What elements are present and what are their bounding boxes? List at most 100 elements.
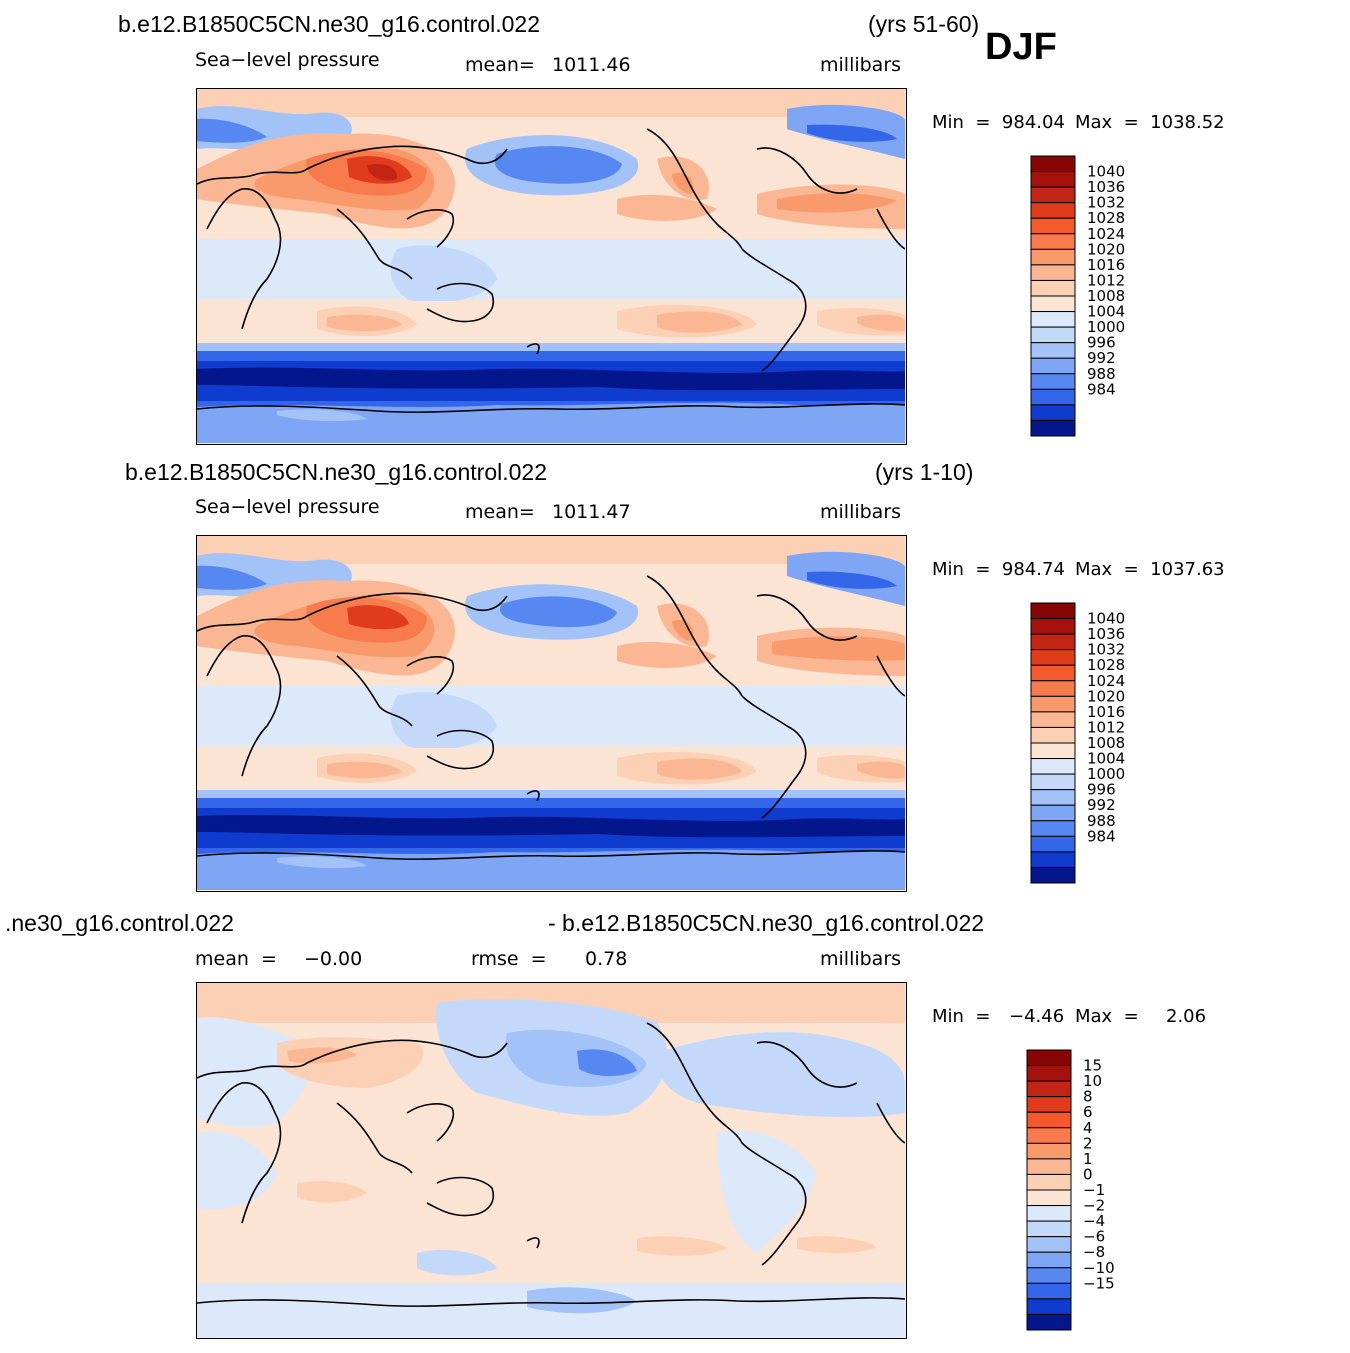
colorbar-box	[1030, 664, 1076, 682]
indian-ocean-high-core	[327, 761, 402, 779]
colorbar-tick-label: 8	[1083, 1088, 1093, 1106]
coastlines	[197, 575, 905, 860]
colorbar-tick-label: 1008	[1087, 287, 1125, 305]
southern-negative-patch	[417, 1249, 497, 1276]
siberian-high-center	[367, 163, 398, 181]
colorbar-box	[1026, 1313, 1072, 1331]
colorbar-tick-label: 1032	[1087, 641, 1125, 659]
colorbar-tick-label: 1	[1083, 1150, 1093, 1168]
colorbar-tick-label: 996	[1087, 781, 1116, 799]
panel-2-years: (yrs 1-10)	[875, 459, 974, 485]
colorbar-box	[1030, 758, 1076, 775]
colorbar-tick-label: 1012	[1087, 718, 1125, 736]
colorbar-box	[1026, 1189, 1072, 1207]
colorbar-box	[1026, 1236, 1072, 1253]
colorbar-tick-label: 1016	[1087, 256, 1125, 274]
colorbar-box	[1026, 1158, 1072, 1175]
colorbar-tick-label: 0	[1083, 1165, 1093, 1183]
panel-3-mean-label: mean =	[195, 948, 277, 970]
north-america-high-core	[672, 172, 694, 194]
panel-1-map-svg	[197, 89, 905, 443]
panel-3-max-value: 2.06	[1166, 1006, 1207, 1027]
tropical-band	[197, 686, 905, 746]
colorbar-tick-label: 1004	[1087, 750, 1125, 768]
north-pacific-high	[617, 194, 717, 221]
colorbar-tick-label: 10	[1083, 1072, 1102, 1090]
colorbar-box	[1030, 311, 1076, 328]
colorbar-box	[1026, 1096, 1072, 1113]
panel-1-mean-value: 1011.46	[552, 54, 631, 76]
colorbar-box	[1026, 1127, 1072, 1144]
colorbar-tick-label: 984	[1087, 380, 1116, 398]
colorbar-tick-label: 1024	[1087, 225, 1125, 243]
colorbar-box	[1026, 1080, 1072, 1098]
panel-1-map	[196, 88, 907, 445]
colorbar-tick-label: 1000	[1087, 765, 1125, 783]
coastlines	[197, 128, 905, 413]
panel-2-max: Max = 1037.63	[1075, 559, 1225, 580]
colorbar-box	[1026, 1205, 1072, 1222]
colorbar-tick-label: 1000	[1087, 318, 1125, 336]
panel-2-colorbar-svg: 1040103610321028102410201016101210081004…	[1030, 602, 1125, 884]
north-america-negative	[656, 1032, 905, 1118]
antarctic-high-patch	[277, 856, 367, 869]
panel-1-colorbar: 1040 1036 1032 1028 1024 1020 1016 1012 1008 1004…	[1030, 155, 1141, 441]
colorbar-box	[1026, 1267, 1072, 1284]
colorbar-box	[1030, 373, 1076, 390]
south-atlantic-positive	[797, 1236, 877, 1254]
colorbar-box	[1030, 742, 1076, 760]
colorbar-box	[1030, 155, 1076, 173]
colorbar-box	[1030, 649, 1076, 666]
circumpolar-trough	[197, 367, 905, 391]
antarctic-high-patch	[277, 409, 367, 422]
greenland-positive	[797, 988, 905, 1024]
colorbar-box	[1030, 680, 1076, 697]
colorbar-tick-label: 1028	[1087, 209, 1125, 227]
colorbar-tick-label: 988	[1087, 812, 1116, 830]
colorbar-box	[1030, 233, 1076, 250]
panel-1-colorbar-svg: 1040103610321028102410201016101210081004…	[1030, 155, 1125, 437]
panel-1-min: Min = 984.04	[932, 112, 1065, 133]
colorbar-tick-label: 984	[1087, 827, 1116, 845]
azores-high-core	[772, 636, 905, 661]
colorbar-box	[1030, 851, 1076, 868]
panel-3-map-svg	[197, 983, 905, 1337]
tropical-band	[197, 239, 905, 299]
colorbar-box	[1030, 279, 1076, 297]
colorbar-box	[1030, 789, 1076, 806]
colorbar-box	[1026, 1220, 1072, 1238]
colorbar-tick-label: 1040	[1087, 610, 1125, 628]
colorbar-tick-label: 1040	[1087, 163, 1125, 181]
north-pacific-high	[617, 641, 717, 668]
colorbar-box	[1030, 820, 1076, 837]
colorbar-box	[1030, 186, 1076, 204]
colorbar-box	[1026, 1282, 1072, 1300]
panel-3-rmse-label: rmse =	[471, 948, 547, 970]
southern-subtropics	[197, 301, 905, 343]
panel-3-case-left: .ne30_g16.control.022	[5, 910, 234, 936]
azores-high-core	[777, 193, 897, 213]
colorbar-tick-label: −15	[1083, 1274, 1115, 1292]
panel-1-variable: Sea−level pressure	[195, 49, 380, 71]
panel-3-case-right: - b.e12.B1850C5CN.ne30_g16.control.022	[548, 910, 985, 936]
icelandic-low-core	[807, 571, 897, 589]
panel-1-case-name: b.e12.B1850C5CN.ne30_g16.control.022	[118, 11, 540, 37]
colorbar-tick-label: 1036	[1087, 178, 1125, 196]
panel-3-mean-value: −0.00	[304, 948, 363, 970]
aleutian-low-inner	[494, 146, 622, 184]
panel-2-map-svg	[197, 536, 905, 890]
panel-2-mean-value: 1011.47	[552, 501, 631, 523]
colorbar-box	[1026, 1142, 1072, 1160]
colorbar-box	[1026, 1065, 1072, 1082]
colorbar-tick-label: 1020	[1087, 240, 1125, 258]
colorbar-tick-label: −1	[1083, 1181, 1105, 1199]
colorbar-box	[1030, 866, 1076, 884]
panel-3-map	[196, 982, 907, 1339]
colorbar-box	[1030, 711, 1076, 728]
colorbar-box	[1030, 357, 1076, 375]
colorbar-tick-label: 992	[1087, 796, 1116, 814]
south-pacific-positive	[637, 1236, 727, 1256]
icelandic-low-west	[197, 118, 267, 143]
panel-3-max-label: Max =	[1075, 1006, 1139, 1027]
colorbar-tick-label: 1004	[1087, 303, 1125, 321]
